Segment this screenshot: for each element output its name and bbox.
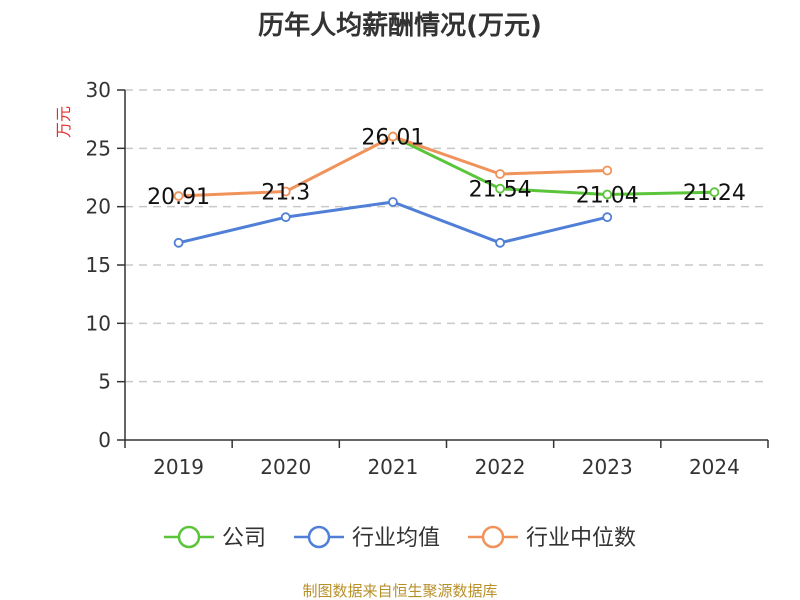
data-point[interactable] [173, 191, 184, 201]
y-tick-label: 20 [86, 195, 111, 219]
series-lines [173, 131, 720, 248]
x-tick-label: 2022 [475, 455, 526, 479]
series-line [178, 200, 608, 245]
series-1 [173, 197, 613, 248]
legend-marker [481, 525, 505, 549]
legend-item-0[interactable]: 公司 [164, 525, 266, 551]
legend-marker [177, 525, 201, 549]
data-point[interactable] [602, 165, 613, 176]
data-labels: 21.54 21.04 21.24 20.91 21.3 26.01 [147, 126, 746, 211]
x-tick-label: 2019 [153, 455, 204, 479]
legend: 公司 行业均值 行业中位数 [164, 525, 636, 551]
grid-lines [125, 89, 768, 383]
data-point[interactable] [495, 237, 505, 248]
y-tick-label: 30 [86, 78, 111, 102]
data-point[interactable] [495, 169, 505, 179]
x-tick-label: 2021 [367, 455, 418, 479]
legend-item-2[interactable]: 行业中位数 [468, 525, 636, 551]
y-tick-label: 25 [86, 136, 111, 160]
source-note: 制图数据来自恒生聚源数据库 [302, 582, 497, 600]
data-point[interactable] [280, 186, 291, 197]
data-label: 26.01 [361, 126, 424, 151]
data-label: 20.91 [147, 185, 210, 210]
series-0 [388, 131, 720, 200]
y-tick-label: 0 [98, 428, 111, 452]
legend-marker [307, 525, 331, 549]
y-tick-label: 5 [98, 370, 111, 394]
x-tick-label: 2023 [582, 455, 633, 479]
chart-title: 历年人均薪酬情况(万元) [258, 10, 542, 41]
legend-label: 行业中位数 [526, 526, 636, 551]
data-label: 21.54 [469, 178, 532, 203]
data-label: 21.3 [261, 181, 310, 206]
axes: 0 5 10 15 20 25 30 2019 2020 2021 2022 2023 2024 [86, 78, 769, 479]
data-point[interactable] [388, 131, 398, 142]
data-label: 21.04 [576, 184, 639, 209]
y-axis-label: 万元 [54, 106, 73, 138]
series-2 [173, 131, 613, 201]
y-tick-label: 10 [86, 311, 111, 335]
x-tick-label: 2020 [260, 455, 311, 479]
data-point[interactable] [280, 212, 291, 223]
series-line [392, 135, 715, 197]
legend-item-1[interactable]: 行业均值 [294, 525, 440, 551]
data-point[interactable] [388, 197, 398, 207]
data-label: 21.24 [683, 181, 746, 206]
data-point[interactable] [173, 237, 184, 248]
data-point[interactable] [602, 189, 613, 200]
legend-label: 公司 [222, 526, 266, 551]
data-point[interactable] [495, 183, 505, 194]
legend-label: 行业均值 [352, 526, 440, 551]
y-tick-label: 15 [86, 253, 111, 277]
data-point[interactable] [602, 212, 613, 223]
x-tick-label: 2024 [689, 455, 740, 479]
data-point[interactable] [709, 187, 720, 198]
